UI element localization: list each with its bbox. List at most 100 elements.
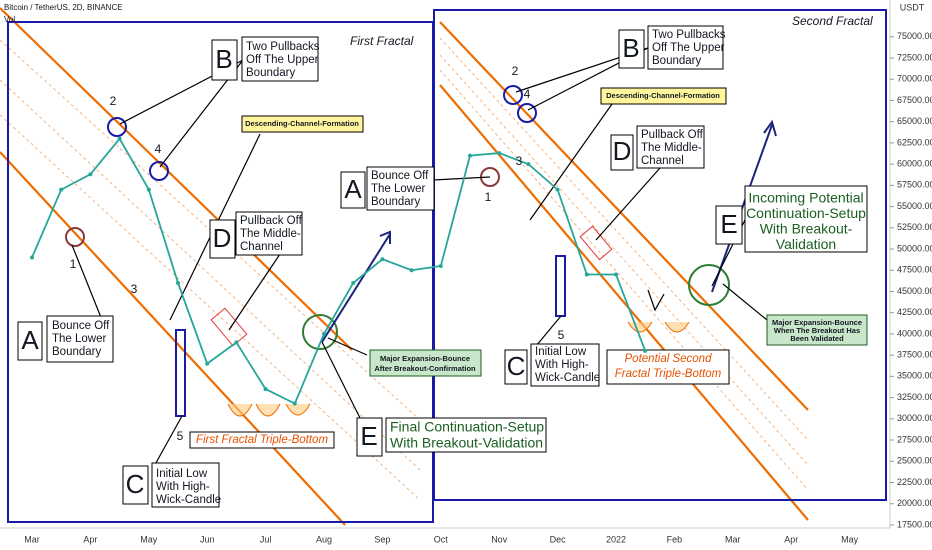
- y-tick-label: 67500.00: [897, 95, 932, 105]
- y-tick-label: 50000.00: [897, 243, 932, 253]
- x-tick-label: 2022: [606, 534, 626, 544]
- annotation: 4: [155, 142, 162, 156]
- price-point: [88, 172, 93, 177]
- price-point: [643, 348, 648, 353]
- y-tick-label: 47500.00: [897, 265, 932, 275]
- price-point: [30, 255, 34, 260]
- y-tick-label: 25000.00: [897, 456, 932, 466]
- annotation: Wick-Candle: [156, 494, 221, 506]
- annotation: Fractal Triple-Bottom: [615, 368, 722, 380]
- annotation: Off The Upper: [652, 42, 725, 54]
- price-point: [438, 264, 443, 269]
- annotation: After Breakout-Confirmation: [374, 364, 476, 373]
- annotation: D: [613, 136, 632, 166]
- price-point: [322, 331, 326, 336]
- y-tick-label: 45000.00: [897, 286, 932, 296]
- price-point: [555, 187, 560, 192]
- annotation: E: [720, 209, 737, 239]
- annotation: Bounce Off: [52, 320, 110, 332]
- annotation: Continuation-Setup: [746, 205, 866, 221]
- price-point: [351, 280, 356, 285]
- y-tick-label: 57500.00: [897, 180, 932, 190]
- annotation: A: [344, 174, 362, 204]
- price-point: [468, 153, 472, 158]
- price-point: [292, 401, 297, 406]
- annotation: With High-: [156, 481, 210, 493]
- x-tick-label: Jun: [200, 534, 215, 544]
- x-tick-label: Apr: [784, 534, 798, 544]
- y-tick-label: 75000.00: [897, 31, 932, 41]
- y-tick-label: 37500.00: [897, 350, 932, 360]
- annotation: Potential Second: [625, 353, 713, 365]
- y-tick-label: 20000.00: [897, 498, 932, 508]
- annotation: D: [213, 223, 232, 253]
- annotation: 5: [177, 429, 184, 443]
- annotation: Second Fractal: [792, 14, 873, 28]
- annotation: Descending-Channel-Formation: [606, 91, 720, 100]
- annotation: With Breakout-Validation: [390, 435, 543, 451]
- annotation: B: [622, 33, 639, 63]
- annotation: Final Continuation-Setup: [390, 419, 544, 435]
- annotation: E: [360, 421, 377, 451]
- annotation: Bounce Off: [371, 170, 429, 182]
- currency: USDT: [900, 2, 925, 12]
- annotation: Major Expansion-Bounce: [380, 354, 470, 363]
- y-tick-label: 32500.00: [897, 392, 932, 402]
- annotation: C: [126, 469, 145, 499]
- price-point: [234, 340, 239, 345]
- annotation: Incoming Potential: [748, 190, 863, 206]
- annotation: Initial Low: [535, 346, 587, 358]
- annotation: 2: [512, 64, 519, 78]
- annotation: With High-: [535, 359, 589, 371]
- price-point: [176, 280, 180, 285]
- y-tick-label: 72500.00: [897, 52, 932, 62]
- annotation: Boundary: [652, 55, 701, 67]
- x-tick-label: Apr: [83, 534, 97, 544]
- y-tick-label: 60000.00: [897, 158, 932, 168]
- price-point: [263, 387, 268, 392]
- annotation: Boundary: [371, 196, 420, 208]
- annotation: Two Pullbacks: [652, 29, 726, 41]
- volume-label: Vol: [4, 15, 15, 24]
- annotation: Two Pullbacks: [246, 41, 320, 53]
- y-tick-label: 62500.00: [897, 137, 932, 147]
- price-point: [380, 257, 385, 262]
- annotation: Channel: [641, 155, 684, 167]
- price-point: [497, 151, 502, 156]
- price-point: [526, 162, 531, 167]
- y-tick-label: 70000.00: [897, 74, 932, 84]
- y-tick-label: 27500.00: [897, 434, 932, 444]
- annotation: The Middle-: [240, 228, 301, 240]
- x-tick-label: Dec: [550, 534, 567, 544]
- annotation: Been Validated: [790, 334, 844, 343]
- annotation: 1: [70, 257, 77, 271]
- annotation: First Fractal: [350, 34, 414, 48]
- price-point: [614, 272, 618, 277]
- y-tick-label: 52500.00: [897, 222, 932, 232]
- annotation: When The Breakout Has: [774, 326, 860, 335]
- annotation: Validation: [776, 236, 836, 252]
- annotation: B: [215, 44, 232, 74]
- annotation: Boundary: [52, 346, 101, 358]
- annotation: The Lower: [52, 333, 107, 345]
- y-tick-label: 65000.00: [897, 116, 932, 126]
- x-tick-label: May: [140, 534, 158, 544]
- x-tick-label: Mar: [725, 534, 741, 544]
- annotation: 2: [110, 94, 117, 108]
- x-tick-label: Sep: [374, 534, 390, 544]
- y-tick-label: 22500.00: [897, 477, 932, 487]
- annotation: 4: [524, 87, 531, 101]
- y-tick-label: 30000.00: [897, 413, 932, 423]
- y-tick-label: 40000.00: [897, 328, 932, 338]
- annotation: 3: [131, 282, 138, 296]
- y-tick-label: 55000.00: [897, 201, 932, 211]
- annotation: 5: [558, 328, 565, 342]
- annotation: With Breakout-: [760, 221, 853, 237]
- annotation: The Middle-: [641, 142, 702, 154]
- annotation: Wick-Candle: [535, 372, 600, 384]
- chart-title: Bitcoin / TetherUS, 2D, BINANCE: [4, 3, 123, 12]
- annotation: 1: [485, 190, 492, 204]
- annotation: C: [507, 351, 526, 381]
- annotation: A: [21, 325, 39, 355]
